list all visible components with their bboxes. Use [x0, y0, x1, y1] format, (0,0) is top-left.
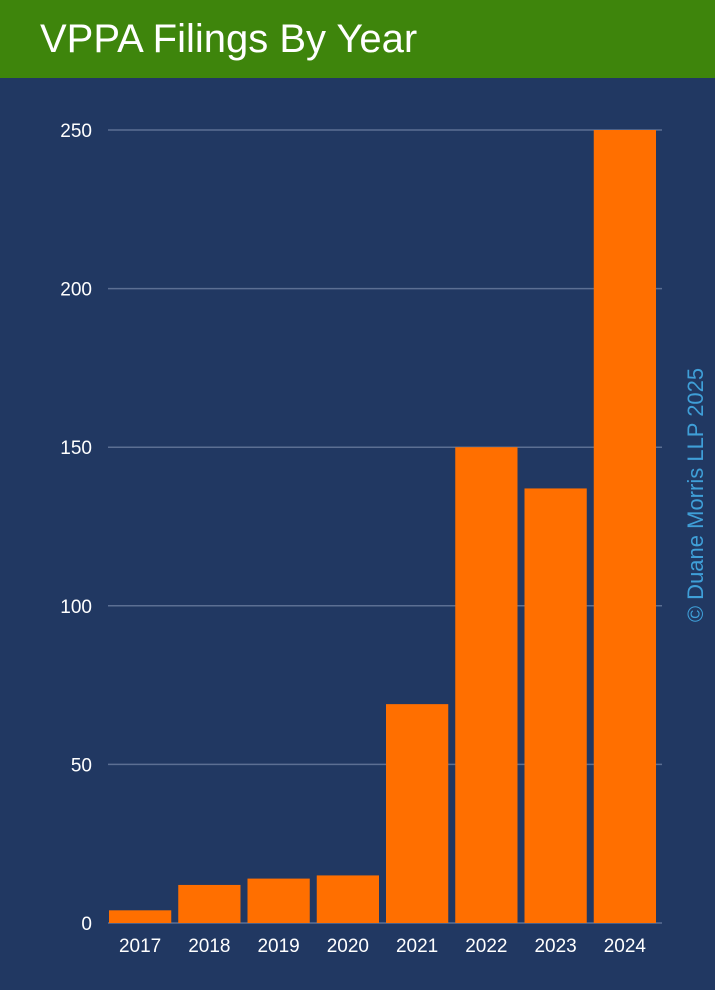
bar-2024: [593, 130, 656, 923]
y-tick-label: 150: [60, 438, 92, 459]
x-tick-label: 2023: [534, 936, 576, 957]
copyright-watermark: © Duane Morris LLP 2025: [683, 367, 708, 623]
x-tick-label: 2017: [119, 936, 161, 957]
x-tick-label: 2021: [396, 936, 438, 957]
bar-2021: [386, 704, 449, 923]
bar-2023: [524, 488, 587, 923]
y-tick-label: 0: [81, 914, 92, 935]
x-tick-label: 2018: [188, 936, 230, 957]
x-tick-label: 2024: [604, 936, 647, 957]
y-tick-label: 100: [60, 597, 92, 618]
bar-2018: [178, 884, 241, 923]
x-tick-label: 2020: [327, 936, 369, 957]
bar-2020: [316, 875, 379, 923]
x-tick-label: 2019: [257, 936, 299, 957]
page-title: VPPA Filings By Year: [40, 17, 418, 61]
header-bar: VPPA Filings By Year: [0, 0, 715, 78]
y-tick-label: 200: [60, 280, 92, 301]
x-tick-label: 2022: [465, 936, 507, 957]
bar-2019: [247, 878, 310, 923]
y-tick-label: 50: [71, 755, 92, 776]
y-tick-label: 250: [60, 121, 92, 142]
bar-2017: [109, 910, 172, 923]
bar-chart: 0 50 100 150 200 250 2017 2018 2019 2020 2021 2022 2…: [60, 121, 662, 957]
bar-2022: [455, 447, 518, 923]
